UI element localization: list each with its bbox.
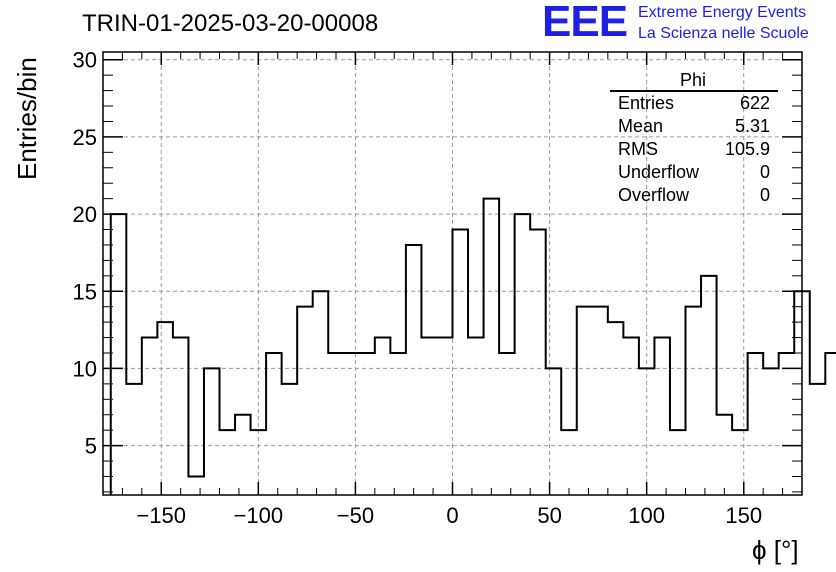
x-axis-label: ϕ [°] (752, 535, 799, 565)
stats-rms-value: 105.9 (724, 139, 770, 159)
stats-entries-label: Entries (618, 93, 675, 113)
x-tick-label: −100 (234, 503, 284, 528)
y-tick-label: 5 (85, 434, 97, 459)
stats-rms-label: RMS (618, 139, 658, 159)
stats-mean-label: Mean (618, 116, 664, 136)
grid-lines (103, 52, 802, 495)
y-tick-label: 25 (73, 125, 97, 150)
x-tick-label: 0 (446, 503, 458, 528)
x-tick-label: 50 (537, 503, 561, 528)
tick-labels: −150 −100 −50 0 50 100 150 5 10 15 20 25 30 (73, 48, 763, 528)
logo-subtitle-line1: Extreme Energy Events (638, 4, 807, 21)
eee-logo: EEE (542, 0, 628, 46)
stats-overflow-label: Overflow (618, 185, 690, 205)
stats-underflow-value: 0 (759, 162, 770, 182)
x-tick-label: −50 (337, 503, 374, 528)
y-tick-label: 15 (73, 279, 97, 304)
y-tick-label: 10 (73, 356, 97, 381)
x-tick-label: 150 (725, 503, 762, 528)
y-axis-label: Entries/bin (12, 57, 42, 180)
axis-ticks (103, 52, 802, 495)
x-tick-label: −150 (136, 503, 186, 528)
histogram-steps (109, 197, 836, 495)
logo-subtitle-line2: La Scienza nelle Scuole (638, 25, 809, 42)
stats-entries-value: 622 (739, 93, 770, 113)
stats-underflow-label: Underflow (618, 162, 700, 182)
y-tick-label: 30 (73, 48, 97, 73)
x-tick-label: 100 (628, 503, 665, 528)
plot-title: TRIN-01-2025-03-20-00008 (82, 10, 379, 37)
stats-name: Phi (680, 70, 707, 90)
y-tick-label: 20 (73, 202, 97, 227)
stats-overflow-value: 0 (759, 185, 770, 205)
stats-mean-value: 5.31 (734, 116, 770, 136)
